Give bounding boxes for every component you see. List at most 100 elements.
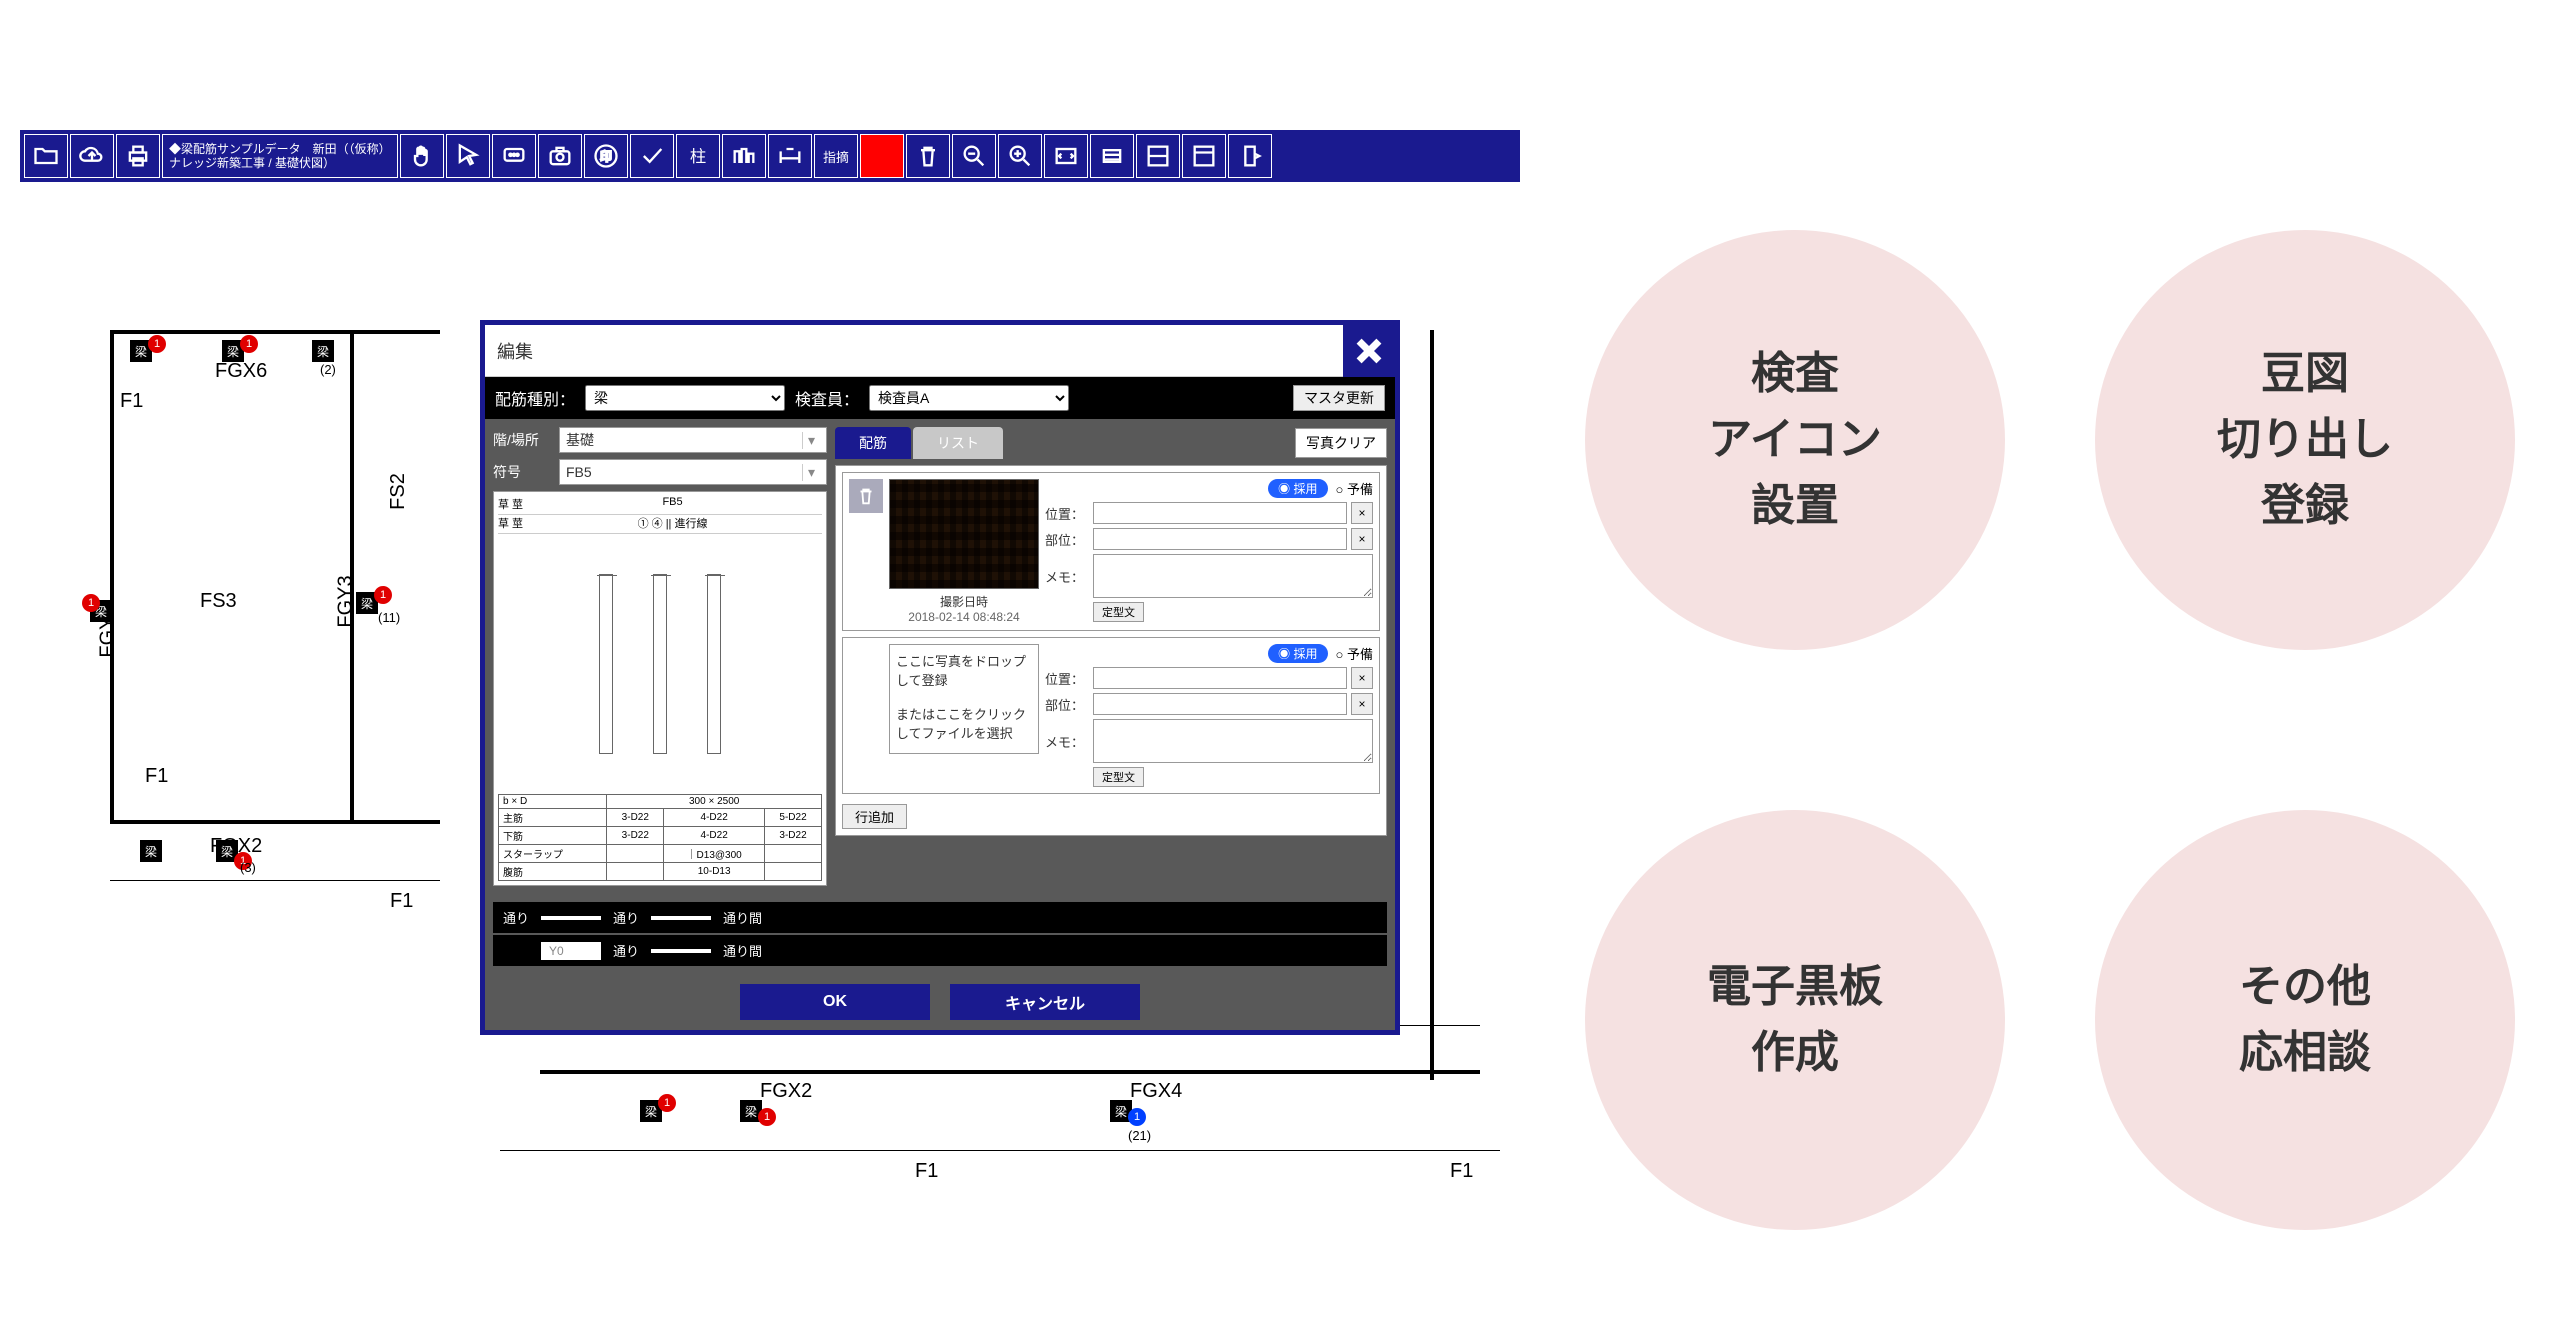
marker-badge: 1 (658, 1094, 676, 1112)
inspector-label: 検査員： (795, 386, 859, 410)
plan-label-f1d: F1 (915, 1160, 938, 1183)
plan-label-fgx2b: FGX2 (760, 1080, 812, 1103)
svg-text:印: 印 (600, 151, 612, 164)
count-a: (2) (320, 362, 336, 377)
plan-label-f1c: F1 (390, 890, 413, 913)
edit-dialog: 編集 配筋種別： 梁 検査員： 検査員A マスタ更新 階/場所 基礎▾ 符号 F… (480, 320, 1400, 1035)
red-marker-icon[interactable] (860, 134, 904, 178)
count-d: (21) (1128, 1128, 1151, 1143)
plan-label-fs3: FS3 (200, 590, 237, 613)
hand-icon[interactable] (400, 134, 444, 178)
clear-icon[interactable]: × (1351, 693, 1373, 715)
adopt-radio[interactable]: ◉ 採用 (1268, 479, 1327, 498)
rebar-table: b × D300 × 2500 主筋3-D224-D225-D22 下筋3-D2… (498, 794, 822, 881)
section-icon[interactable] (722, 134, 766, 178)
delete-photo-icon[interactable] (849, 479, 883, 513)
marker-badge: 1 (374, 586, 392, 604)
close-icon[interactable] (1343, 325, 1395, 377)
master-update-button[interactable]: マスタ更新 (1293, 385, 1385, 411)
tab-rebar[interactable]: 配筋 (835, 427, 911, 459)
cancel-button[interactable]: キャンセル (950, 984, 1140, 1020)
photo-dropzone[interactable]: ここに写真をドロップして登録 またはここをクリックしてファイルを選択 (889, 644, 1039, 754)
detail-sub: ① ④ || 進行線 (638, 515, 708, 531)
count-e: (3) (240, 860, 256, 875)
dimension-icon[interactable] (768, 134, 812, 178)
reserve-radio[interactable]: ○ 予備 (1336, 644, 1373, 663)
tab-list[interactable]: リスト (913, 427, 1003, 459)
stamp-icon[interactable]: 印 (584, 134, 628, 178)
plan-label-fs2: FS2 (387, 473, 410, 510)
zoom-in-icon[interactable] (998, 134, 1042, 178)
plan-label-f1a: F1 (120, 390, 143, 413)
reserve-radio[interactable]: ○ 予備 (1336, 479, 1373, 498)
plan-marker[interactable]: 梁 (312, 340, 334, 362)
feature-circles: 検査 アイコン 設置 豆図 切り出し 登録 電子黒板 作成 その他 応相談 (1570, 180, 2530, 1280)
template-button[interactable]: 定型文 (1093, 767, 1144, 787)
pointer-icon[interactable] (446, 134, 490, 178)
plan-label-f1e: F1 (1450, 1160, 1473, 1183)
column-icon[interactable]: 柱 (676, 134, 720, 178)
circle-inspection: 検査 アイコン 設置 (1585, 230, 2005, 650)
floor-value[interactable]: 基礎 (566, 430, 802, 450)
clear-icon[interactable]: × (1351, 667, 1373, 689)
layers-icon[interactable] (1090, 134, 1134, 178)
project-line1: ◆梁配筋サンプルデータ 新田（（仮称） (169, 142, 391, 156)
add-row-button[interactable]: 行追加 (842, 804, 907, 829)
rebar-detail-panel: 草 莖 FB5 草 莖① ④ || 進行線 b × D300 × 2500 主筋… (493, 491, 827, 886)
photo-block-1: 撮影日時 2018-02-14 08:48:24 ◉ 採用 ○ 予備 位置：× … (842, 472, 1380, 631)
photo-thumbnail[interactable] (889, 479, 1039, 589)
export-icon[interactable] (1228, 134, 1272, 178)
zoom-out-icon[interactable] (952, 134, 996, 178)
marker-badge: 1 (1128, 1108, 1146, 1126)
svg-text:柱: 柱 (689, 148, 705, 166)
filter-bar: 配筋種別： 梁 検査員： 検査員A マスタ更新 (485, 377, 1395, 419)
type-select[interactable]: 梁 (585, 385, 785, 411)
plan-marker[interactable]: 梁 (140, 840, 162, 862)
marker-badge: 1 (82, 594, 100, 612)
clear-icon[interactable]: × (1351, 528, 1373, 550)
part-input[interactable] (1093, 528, 1347, 550)
clear-icon[interactable]: × (1351, 502, 1373, 524)
camera-icon[interactable] (538, 134, 582, 178)
inspector-select[interactable]: 検査員A (869, 385, 1069, 411)
part-input[interactable] (1093, 693, 1347, 715)
plan-label-fgy3: FGY3 (335, 575, 358, 627)
panel-icon[interactable] (1182, 134, 1226, 178)
svg-text:指摘: 指摘 (823, 150, 849, 165)
fit-icon[interactable] (1044, 134, 1088, 178)
marker-badge: 1 (240, 335, 258, 353)
circle-blackboard: 電子黒板 作成 (1585, 810, 2005, 1230)
template-button[interactable]: 定型文 (1093, 602, 1144, 622)
project-line2: ナレッジ新築工事 / 基礎伏図） (169, 156, 391, 170)
code-label: 符号 (493, 462, 553, 482)
circle-other: その他 応相談 (2095, 810, 2515, 1230)
photo-date: 2018-02-14 08:48:24 (889, 610, 1039, 624)
ok-button[interactable]: OK (740, 984, 930, 1020)
folder-icon[interactable] (24, 134, 68, 178)
photo-block-2: ここに写真をドロップして登録 またはここをクリックしてファイルを選択 ◉ 採用 … (842, 637, 1380, 794)
printer-icon[interactable] (116, 134, 160, 178)
marker-badge: 1 (758, 1108, 776, 1126)
memo-input[interactable] (1093, 554, 1373, 598)
count-b: (11) (378, 610, 400, 625)
project-title: ◆梁配筋サンプルデータ 新田（（仮称） ナレッジ新築工事 / 基礎伏図） (162, 134, 398, 178)
circle-crop: 豆図 切り出し 登録 (2095, 230, 2515, 650)
photo-caption: 撮影日時 (889, 593, 1039, 610)
plan-label-fgx4: FGX4 (1130, 1080, 1182, 1103)
plan-label-fgx6: FGX6 (215, 360, 267, 383)
position-input[interactable] (1093, 667, 1347, 689)
trash-icon[interactable] (906, 134, 950, 178)
type-label: 配筋種別： (495, 386, 575, 410)
check-icon[interactable] (630, 134, 674, 178)
cloud-upload-icon[interactable] (70, 134, 114, 178)
memo-input[interactable] (1093, 719, 1373, 763)
highlight-icon[interactable]: 指摘 (814, 134, 858, 178)
adopt-radio[interactable]: ◉ 採用 (1268, 644, 1327, 663)
code-value[interactable]: FB5 (566, 464, 802, 480)
position-input[interactable] (1093, 502, 1347, 524)
plan-label-f1b: F1 (145, 765, 168, 788)
clear-photo-button[interactable]: 写真クリア (1295, 428, 1387, 458)
comment-icon[interactable] (492, 134, 536, 178)
grid-icon[interactable] (1136, 134, 1180, 178)
rebar-drawing (498, 534, 822, 794)
